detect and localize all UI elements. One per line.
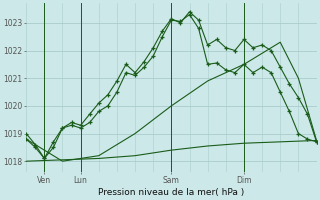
X-axis label: Pression niveau de la mer( hPa ): Pression niveau de la mer( hPa ) bbox=[98, 188, 244, 197]
